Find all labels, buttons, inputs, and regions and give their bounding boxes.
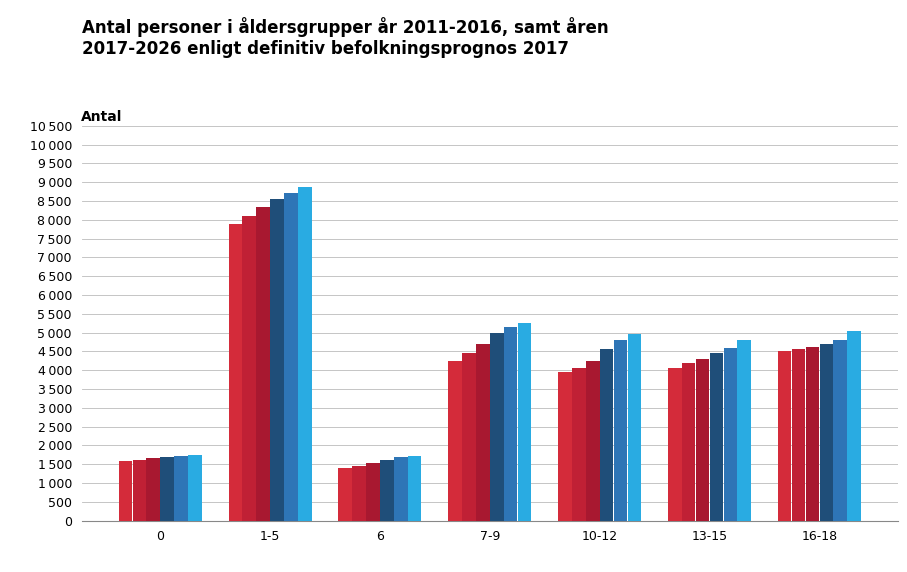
Bar bbox=[174, 456, 188, 521]
Bar bbox=[518, 323, 532, 521]
Bar bbox=[503, 327, 517, 521]
Bar bbox=[188, 455, 201, 521]
Bar bbox=[600, 349, 613, 521]
Bar bbox=[572, 368, 586, 521]
Bar bbox=[668, 368, 682, 521]
Bar bbox=[119, 461, 132, 521]
Bar bbox=[366, 463, 380, 521]
Bar bbox=[297, 187, 311, 521]
Bar bbox=[408, 456, 422, 521]
Bar bbox=[338, 468, 352, 521]
Bar bbox=[778, 351, 792, 521]
Bar bbox=[463, 353, 476, 521]
Bar bbox=[847, 331, 861, 521]
Bar bbox=[284, 193, 297, 521]
Bar bbox=[737, 340, 751, 521]
Bar bbox=[614, 340, 628, 521]
Bar bbox=[696, 359, 709, 521]
Bar bbox=[229, 224, 242, 521]
Bar bbox=[558, 372, 571, 521]
Bar bbox=[586, 361, 600, 521]
Bar bbox=[132, 460, 146, 521]
Bar bbox=[394, 458, 407, 521]
Bar bbox=[834, 340, 847, 521]
Bar bbox=[380, 460, 394, 521]
Bar bbox=[352, 466, 366, 521]
Bar bbox=[792, 349, 805, 521]
Bar bbox=[724, 348, 737, 521]
Bar bbox=[242, 216, 256, 521]
Text: Antal: Antal bbox=[81, 110, 122, 124]
Bar bbox=[448, 361, 462, 521]
Bar bbox=[628, 335, 641, 521]
Bar bbox=[490, 332, 503, 521]
Bar bbox=[270, 199, 284, 521]
Bar bbox=[161, 458, 174, 521]
Bar bbox=[682, 363, 696, 521]
Bar bbox=[709, 353, 723, 521]
Bar bbox=[476, 344, 490, 521]
Bar bbox=[805, 347, 819, 521]
Bar bbox=[146, 459, 160, 521]
Bar bbox=[257, 206, 270, 521]
Bar bbox=[820, 344, 834, 521]
Text: Antal personer i åldersgrupper år 2011-2016, samt åren
2017-2026 enligt definiti: Antal personer i åldersgrupper år 2011-2… bbox=[82, 17, 609, 58]
